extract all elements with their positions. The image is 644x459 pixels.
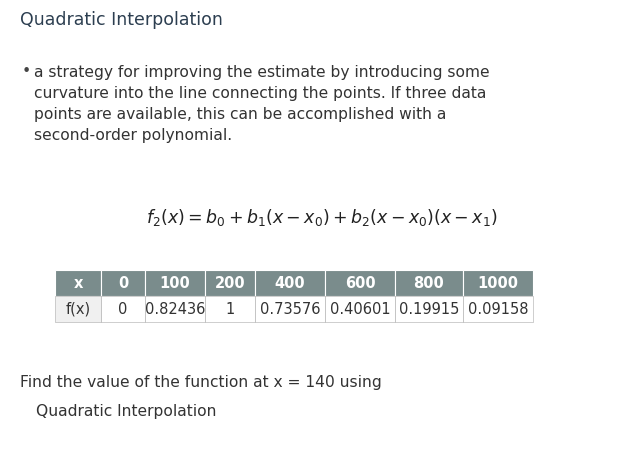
Bar	[395, 296, 463, 322]
Text: 0.09158: 0.09158	[468, 302, 528, 317]
Text: f(x): f(x)	[66, 302, 91, 317]
Text: 0.82436: 0.82436	[145, 302, 205, 317]
Bar	[395, 270, 463, 296]
Text: 0.19915: 0.19915	[399, 302, 459, 317]
Bar	[205, 296, 255, 322]
Text: 400: 400	[275, 275, 305, 291]
Text: 200: 200	[214, 275, 245, 291]
Text: 0.40601: 0.40601	[330, 302, 390, 317]
Bar	[145, 270, 205, 296]
Text: a strategy for improving the estimate by introducing some
curvature into the lin: a strategy for improving the estimate by…	[34, 65, 489, 143]
Text: 1: 1	[225, 302, 234, 317]
Text: x: x	[73, 275, 82, 291]
Text: $f_2(x) = b_0 + b_1(x - x_0) + b_2(x - x_0)(x - x_1)$: $f_2(x) = b_0 + b_1(x - x_0) + b_2(x - x…	[146, 207, 498, 228]
Bar	[255, 296, 325, 322]
Text: 0.73576: 0.73576	[260, 302, 320, 317]
Bar	[205, 270, 255, 296]
Text: Quadratic Interpolation: Quadratic Interpolation	[36, 404, 216, 419]
Text: 1000: 1000	[477, 275, 518, 291]
Text: Quadratic Interpolation: Quadratic Interpolation	[20, 11, 223, 29]
Text: Find the value of the function at x = 140 using: Find the value of the function at x = 14…	[20, 375, 382, 390]
Bar	[325, 296, 395, 322]
Bar	[463, 296, 533, 322]
Text: 600: 600	[345, 275, 375, 291]
Bar	[325, 270, 395, 296]
Bar	[55, 296, 101, 322]
Bar	[55, 270, 101, 296]
Text: •: •	[22, 64, 32, 79]
Bar	[101, 296, 145, 322]
Bar	[463, 270, 533, 296]
Bar	[101, 270, 145, 296]
Text: 0: 0	[118, 275, 128, 291]
Text: 100: 100	[160, 275, 191, 291]
Bar	[145, 296, 205, 322]
Text: 800: 800	[413, 275, 444, 291]
Text: 0: 0	[118, 302, 128, 317]
Bar	[255, 270, 325, 296]
